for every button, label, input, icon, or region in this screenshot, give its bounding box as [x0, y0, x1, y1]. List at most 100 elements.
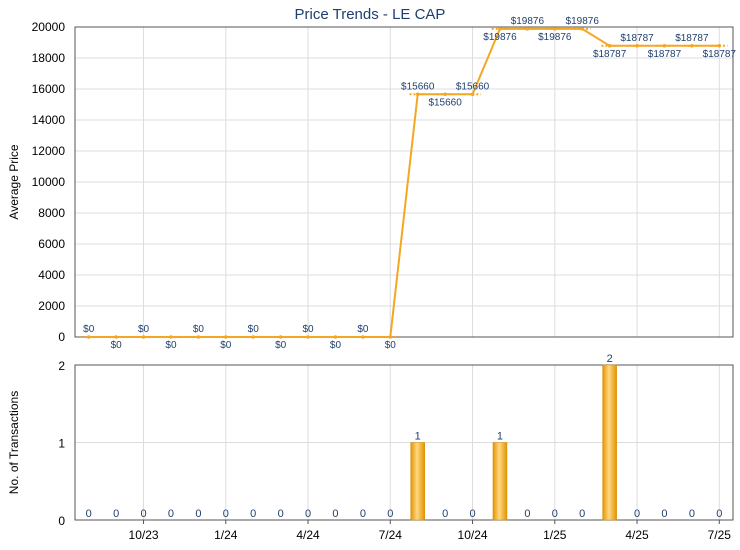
bar-value-label: 0: [223, 508, 229, 520]
price-point: [223, 335, 228, 339]
y-tick-label: 14000: [32, 113, 66, 127]
bar-value-label: 0: [552, 508, 558, 520]
x-tick-label: 1/24: [214, 528, 238, 542]
price-point: [690, 44, 694, 48]
transaction-bar: [410, 442, 425, 521]
bar-value-label: 0: [250, 508, 256, 520]
price-point: [635, 44, 639, 48]
price-data-label: $0: [111, 340, 123, 351]
y-tick-label: 2000: [38, 299, 65, 313]
y-tick-label: 20000: [32, 20, 66, 34]
bar-value-label: 0: [113, 508, 119, 520]
price-data-label: $15660: [428, 97, 462, 108]
bar-value-label: 0: [689, 508, 695, 520]
price-point: [552, 27, 557, 31]
price-point: [580, 27, 585, 31]
price-data-label: $0: [138, 324, 150, 335]
bar-value-label: 0: [634, 508, 640, 520]
bar-value-label: 0: [579, 508, 585, 520]
bar-value-label: 0: [524, 508, 530, 520]
transaction-bar: [492, 442, 508, 521]
price-data-label: $19876: [538, 32, 572, 43]
bar-value-label: 0: [469, 508, 475, 520]
price-point: [169, 335, 173, 339]
price-point: [114, 335, 118, 339]
price-data-label: $0: [165, 340, 177, 351]
price-point: [717, 44, 722, 48]
x-tick-label: 7/24: [379, 528, 403, 542]
bar-value-label: 1: [497, 431, 503, 443]
y-tick-label: 2: [58, 359, 65, 373]
price-data-label: $0: [357, 324, 369, 335]
bar-value-label: 0: [387, 508, 393, 520]
price-data-label: $18787: [648, 49, 682, 60]
y-tick-label: 1: [58, 437, 65, 451]
y-tick-label: 12000: [32, 144, 66, 158]
chart-title: Price Trends - LE CAP: [294, 6, 446, 23]
bar-value-label: 0: [140, 508, 146, 520]
price-point: [86, 335, 91, 339]
price-data-label: $18787: [675, 33, 709, 44]
bar-value-label: 1: [415, 431, 421, 443]
price-point: [278, 335, 283, 339]
y-tick-label: 8000: [38, 206, 65, 220]
bar-value-label: 0: [278, 508, 284, 520]
price-data-label: $19876: [566, 16, 600, 27]
price-point: [333, 335, 338, 339]
price-data-label: $15660: [401, 81, 435, 92]
x-tick-label: 7/25: [708, 528, 732, 542]
price-data-label: $0: [385, 340, 397, 351]
price-data-label: $0: [330, 340, 342, 351]
plot-frame: [74, 364, 734, 521]
price-data-label: $0: [193, 324, 205, 335]
price-point: [361, 335, 365, 339]
price-point: [662, 44, 667, 48]
price-point: [388, 335, 393, 339]
y-tick-label: 18000: [32, 51, 66, 65]
price-data-label: $18787: [703, 49, 737, 60]
price-data-label: $0: [83, 324, 95, 335]
bar-value-label: 0: [716, 508, 722, 520]
price-point: [415, 92, 420, 97]
bar-value-label: 0: [360, 508, 366, 520]
price-point: [443, 92, 447, 97]
price-point: [251, 335, 256, 339]
bar-value-label: 2: [607, 353, 613, 365]
x-tick-label: 10/23: [129, 528, 159, 542]
price-plot: 0 2000 4000 6000 8000 10000 12000 14000 16000 180…: [7, 16, 736, 351]
bar-value-label: 0: [168, 508, 174, 520]
bar-value-label: 0: [661, 508, 667, 520]
price-data-label: $18787: [593, 49, 627, 60]
price-data-label: $18787: [620, 33, 654, 44]
price-point: [607, 44, 612, 48]
bar-value-label: 0: [86, 508, 92, 520]
bar-value-label: 0: [305, 508, 311, 520]
y-tick-label: 16000: [32, 82, 66, 96]
bar-value-label: 0: [332, 508, 338, 520]
price-data-label: $0: [302, 324, 314, 335]
price-data-label: $0: [248, 324, 260, 335]
price-data-label: $19876: [511, 16, 545, 27]
transaction-bar: [602, 364, 617, 521]
price-point: [498, 27, 502, 31]
bar-value-label: 0: [195, 508, 201, 520]
y-tick-label: 0: [58, 514, 65, 528]
price-point: [470, 92, 475, 97]
price-point: [306, 335, 310, 339]
y-axis-label: Average Price: [7, 144, 21, 219]
y-tick-label: 6000: [38, 237, 65, 251]
x-tick-label: 1/25: [543, 528, 567, 542]
y-tick-label: 0: [58, 330, 65, 344]
y-tick-label: 10000: [32, 175, 66, 189]
price-data-label: $19876: [483, 32, 517, 43]
price-line: [88, 27, 720, 338]
price-point: [196, 335, 201, 339]
price-point: [141, 335, 146, 339]
price-data-label: $15660: [456, 81, 490, 92]
y-tick-label: 4000: [38, 268, 65, 282]
plot-frame: [74, 26, 734, 338]
x-tick-label: 10/24: [458, 528, 488, 542]
price-point: [525, 27, 530, 31]
price-data-label: $0: [220, 340, 232, 351]
